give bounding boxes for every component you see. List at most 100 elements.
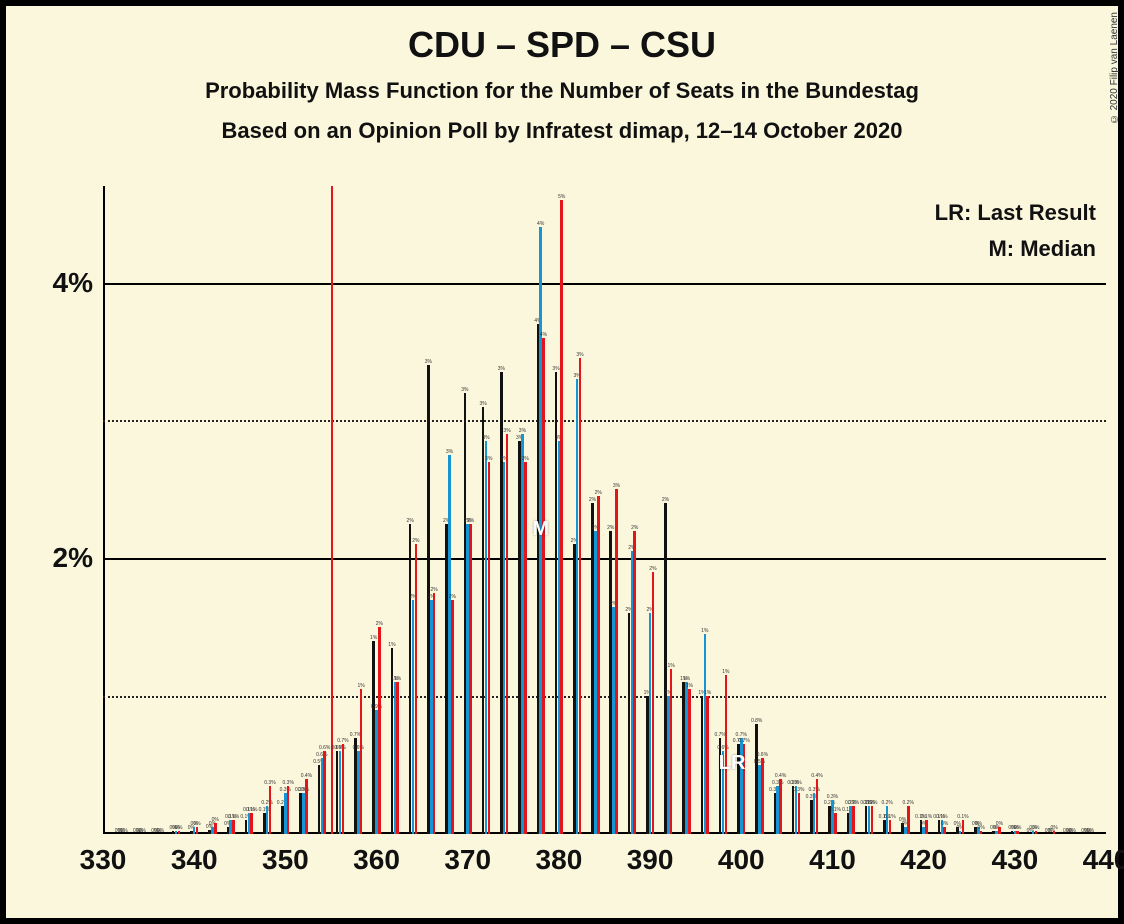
bar-value-label: 0.8% [751, 718, 762, 724]
bar-red: 0% [1035, 831, 1038, 834]
bar-value-label: 0.2% [848, 800, 859, 806]
bar-value-label: 0.1% [228, 814, 239, 820]
bar-red: 0% [214, 823, 217, 834]
bar-red: 0.1% [889, 820, 892, 834]
gridline-dotted [103, 696, 1106, 698]
bar-red: 0.4% [816, 779, 819, 834]
bar-value-label: 1% [701, 628, 708, 634]
bar-red: 0% [178, 831, 181, 834]
x-axis-tick-label: 400 [718, 844, 765, 876]
gridline-solid [103, 283, 1106, 285]
bar-value-label: 0.4% [301, 773, 312, 779]
x-axis-tick-label: 360 [353, 844, 400, 876]
bar-value-label: 0% [1032, 825, 1039, 831]
plot-area: LR: Last Result M: Median 2%4%3303403503… [103, 186, 1106, 834]
x-axis-tick-label: 420 [900, 844, 947, 876]
marker-median: M [532, 518, 549, 541]
bar-value-label: 2% [407, 518, 414, 524]
bar-value-label: 1% [668, 663, 675, 669]
bar-red: 0.4% [779, 779, 782, 834]
bar-value-label: 0% [978, 825, 985, 831]
bar-red: 0.3% [287, 786, 290, 834]
bar-red: 0% [1053, 831, 1056, 834]
bar-value-label: 0.1% [921, 814, 932, 820]
bar-value-label: 0.7% [337, 738, 348, 744]
bar-red: 0.2% [907, 806, 910, 834]
y-axis-tick-label: 4% [53, 267, 93, 299]
bar-value-label: 0.7% [736, 732, 747, 738]
gridline-solid [103, 558, 1106, 560]
bar-value-label: 1% [722, 669, 729, 675]
bar-red: 0.1% [250, 813, 253, 834]
bar-red: 0.3% [269, 786, 272, 834]
bar-red: 0.6% [323, 751, 326, 834]
bar-red: 3% [579, 358, 582, 834]
bar-value-label: 3% [522, 456, 529, 462]
bar-value-label: 5% [558, 194, 565, 200]
marker-last-result: LR [719, 752, 746, 775]
bar-red: 5% [560, 200, 563, 834]
bar-value-label: 3% [552, 366, 559, 372]
bar-red: 2% [451, 600, 454, 834]
bar-value-label: 0% [175, 825, 182, 831]
bar-value-label: 3% [613, 483, 620, 489]
legend-median: M: Median [988, 236, 1096, 262]
bar-red: 2% [469, 524, 472, 834]
bar-red: 0.7% [342, 744, 345, 834]
x-axis-tick-label: 380 [536, 844, 583, 876]
bar-value-label: 0% [1087, 828, 1094, 834]
bar-value-label: 0.3% [793, 787, 804, 793]
bar-value-label: 3% [425, 359, 432, 365]
legend-last-result: LR: Last Result [935, 200, 1096, 226]
bar-value-label: 2% [589, 497, 596, 503]
bar-red: 2% [652, 572, 655, 834]
x-axis-tick-label: 390 [627, 844, 674, 876]
bar-value-label: 3% [503, 428, 510, 434]
x-axis-tick-label: 350 [262, 844, 309, 876]
bar-value-label: 3% [482, 435, 489, 441]
bar-value-label: 0% [1069, 828, 1076, 834]
bar-value-label: 0.6% [757, 752, 768, 758]
x-axis-tick-label: 330 [80, 844, 127, 876]
median-vline [331, 186, 333, 834]
bar-red: 3% [524, 462, 527, 834]
bar-red: 0.1% [925, 820, 928, 834]
bar-red: 0.1% [232, 820, 235, 834]
bar-value-label: 2% [376, 621, 383, 627]
bar-red: 0.6% [761, 758, 764, 834]
bar-value-label: 2% [649, 566, 656, 572]
bar-value-label: 3% [479, 401, 486, 407]
bar-value-label: 0.2% [881, 800, 892, 806]
bar-value-label: 1% [683, 676, 690, 682]
bar-value-label: 2% [467, 518, 474, 524]
bar-red: 0.2% [852, 806, 855, 834]
bar-value-label: 0.3% [790, 780, 801, 786]
bar-value-label: 1% [686, 683, 693, 689]
bar-value-label: 0.2% [866, 800, 877, 806]
chart-title: CDU – SPD – CSU [6, 6, 1118, 66]
bar-value-label: 0% [193, 821, 200, 827]
bar-value-label: 0.2% [903, 800, 914, 806]
bar-value-label: 4% [537, 221, 544, 227]
bar-red: 2% [378, 627, 381, 834]
bar-red: 2% [597, 496, 600, 834]
bar-red: 1% [688, 689, 691, 834]
bar-value-label: 1% [394, 676, 401, 682]
x-axis-tick-label: 410 [809, 844, 856, 876]
x-axis-tick-label: 340 [171, 844, 218, 876]
bar-value-label: 3% [461, 387, 468, 393]
bar-value-label: 0.6% [319, 745, 330, 751]
bar-value-label: 2% [662, 497, 669, 503]
bar-value-label: 1% [704, 690, 711, 696]
bar-value-label: 2% [607, 525, 614, 531]
bar-value-label: 0.3% [264, 780, 275, 786]
bar-value-label: 0.7% [738, 738, 749, 744]
bar-value-label: 0% [212, 817, 219, 823]
bar-value-label: 1% [358, 683, 365, 689]
bar-value-label: 0% [996, 821, 1003, 827]
bar-value-label: 0.3% [827, 794, 838, 800]
bar-value-label: 2% [631, 525, 638, 531]
bar-red: 3% [488, 462, 491, 834]
bar-value-label: 0.1% [936, 814, 947, 820]
bar-red: 3% [506, 434, 509, 834]
